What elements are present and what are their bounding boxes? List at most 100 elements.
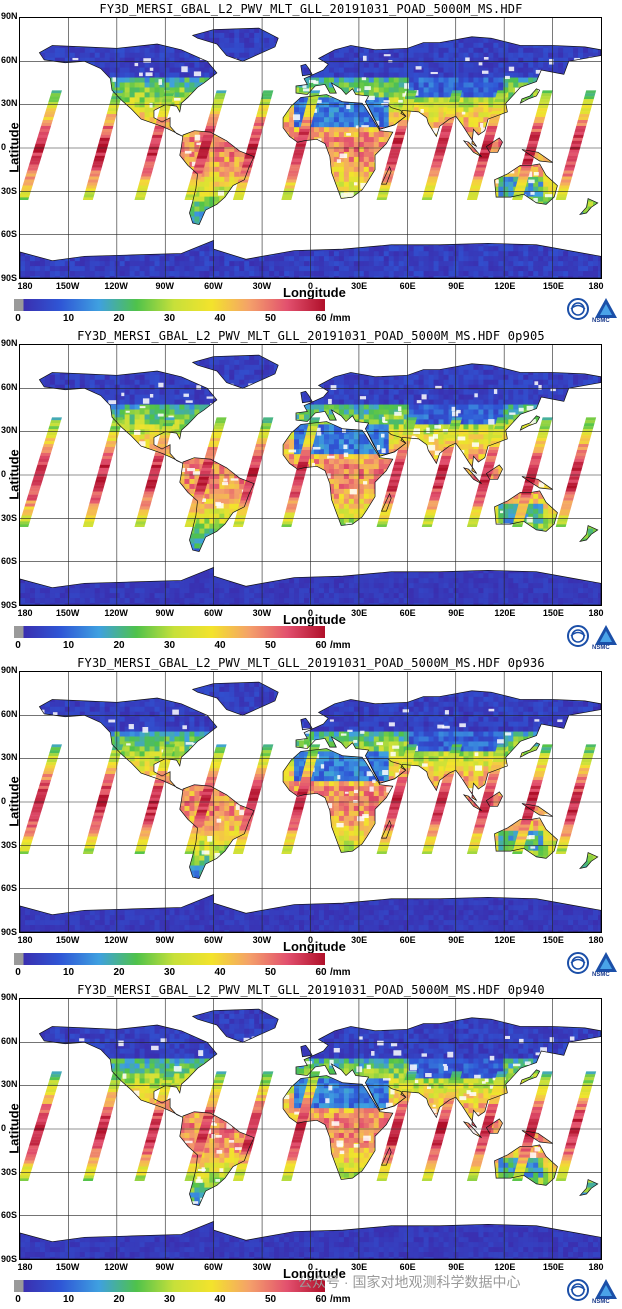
lat-tick-label: 30S bbox=[1, 840, 17, 850]
nsmc-logo-icon bbox=[594, 1278, 618, 1302]
swath-strip bbox=[555, 744, 597, 854]
y-axis-title: Latitude bbox=[7, 772, 22, 832]
cma-logo-icon bbox=[566, 297, 590, 321]
colorbar-tick-label: 60 bbox=[315, 640, 326, 651]
map-panel: FY3D_MERSI_GBAL_L2_PWV_MLT_GLL_20191031_… bbox=[0, 327, 622, 654]
lon-tick-label: 150W bbox=[56, 608, 80, 618]
watermark: 公众号 · 国家对地观测科学数据中心 bbox=[298, 1272, 520, 1292]
x-axis-title: Longitude bbox=[283, 285, 346, 300]
graticule bbox=[20, 345, 601, 605]
lon-tick-label: 60W bbox=[204, 935, 223, 945]
lat-tick-label: 30S bbox=[1, 1167, 17, 1177]
x-axis-title: Longitude bbox=[283, 939, 346, 954]
swath-strip bbox=[20, 417, 63, 527]
colorbar-tick-label: 60 bbox=[315, 313, 326, 324]
lon-tick-label: 180 bbox=[17, 1262, 32, 1272]
lon-tick-label: 150E bbox=[543, 935, 564, 945]
colorbar-tick-label: 10 bbox=[63, 640, 74, 651]
lat-tick-label: 30S bbox=[1, 513, 17, 523]
lon-tick-label: 60W bbox=[204, 281, 223, 291]
lon-tick-label: 0 bbox=[308, 608, 313, 618]
coastlines bbox=[20, 27, 601, 278]
lon-tick-label: 180 bbox=[588, 608, 603, 618]
lon-tick-label: 30W bbox=[253, 281, 272, 291]
lon-tick-label: 180 bbox=[588, 281, 603, 291]
graticule bbox=[20, 999, 601, 1259]
colorbar-tick-label: 30 bbox=[164, 1294, 175, 1305]
x-axis-title: Longitude bbox=[283, 612, 346, 627]
lat-tick-label: 30N bbox=[1, 98, 18, 108]
lon-tick-label: 120E bbox=[494, 281, 515, 291]
map-panel: FY3D_MERSI_GBAL_L2_PWV_MLT_GLL_20191031_… bbox=[0, 981, 622, 1308]
lat-tick-label: 0 bbox=[1, 1123, 6, 1133]
colorbar bbox=[14, 1280, 325, 1292]
colorbar-unit: /mm bbox=[330, 1294, 351, 1305]
nsmc-logo-text: NSMC bbox=[592, 972, 610, 978]
colorbar-unit: /mm bbox=[330, 313, 351, 324]
lon-tick-label: 30W bbox=[253, 608, 272, 618]
map-panel: FY3D_MERSI_GBAL_L2_PWV_MLT_GLL_20191031_… bbox=[0, 0, 622, 327]
nsmc-logo-text: NSMC bbox=[592, 645, 610, 651]
lat-tick-label: 90S bbox=[1, 600, 17, 610]
colorbar-tick-label: 50 bbox=[265, 1294, 276, 1305]
lon-tick-label: 90W bbox=[155, 1262, 174, 1272]
colorbar-tick-label: 0 bbox=[15, 640, 21, 651]
lon-tick-label: 150E bbox=[543, 281, 564, 291]
lat-tick-label: 30N bbox=[1, 425, 18, 435]
colorbar-tick-label: 30 bbox=[164, 967, 175, 978]
colorbar-tick-label: 20 bbox=[113, 1294, 124, 1305]
swath-strip bbox=[20, 90, 63, 200]
map-canvas bbox=[20, 345, 601, 605]
y-axis-title: Latitude bbox=[7, 445, 22, 505]
coastlines bbox=[20, 681, 601, 932]
pwv-map bbox=[19, 17, 602, 279]
lon-tick-label: 150W bbox=[56, 281, 80, 291]
lat-tick-label: 90N bbox=[1, 665, 18, 675]
lon-tick-label: 60W bbox=[204, 608, 223, 618]
colorbar-tick-label: 20 bbox=[113, 967, 124, 978]
lat-tick-label: 0 bbox=[1, 469, 6, 479]
lat-tick-label: 30S bbox=[1, 186, 17, 196]
lon-tick-label: 90W bbox=[155, 608, 174, 618]
lat-tick-label: 60S bbox=[1, 1210, 17, 1220]
lon-tick-label: 180 bbox=[17, 935, 32, 945]
lat-tick-label: 0 bbox=[1, 142, 6, 152]
lon-tick-label: 120E bbox=[494, 1262, 515, 1272]
map-canvas bbox=[20, 18, 601, 278]
lon-tick-label: 150E bbox=[543, 1262, 564, 1272]
lon-tick-label: 180 bbox=[17, 608, 32, 618]
lon-tick-label: 180 bbox=[17, 281, 32, 291]
lon-tick-label: 90W bbox=[155, 281, 174, 291]
cma-logo-icon bbox=[566, 1278, 590, 1302]
panel-title: FY3D_MERSI_GBAL_L2_PWV_MLT_GLL_20191031_… bbox=[0, 329, 622, 343]
map-canvas bbox=[20, 999, 601, 1259]
swath-strip bbox=[82, 744, 124, 854]
colorbar-tick-label: 10 bbox=[63, 967, 74, 978]
lon-tick-label: 90W bbox=[155, 935, 174, 945]
lon-tick-label: 30E bbox=[351, 281, 367, 291]
lon-tick-label: 90E bbox=[448, 281, 464, 291]
lat-tick-label: 90S bbox=[1, 927, 17, 937]
lat-tick-label: 60N bbox=[1, 382, 18, 392]
lon-tick-label: 30E bbox=[351, 608, 367, 618]
swath-strip bbox=[555, 417, 597, 527]
colorbar-tick-label: 10 bbox=[63, 1294, 74, 1305]
lat-tick-label: 0 bbox=[1, 796, 6, 806]
lon-tick-label: 150E bbox=[543, 608, 564, 618]
lat-tick-label: 60S bbox=[1, 883, 17, 893]
lon-tick-label: 60E bbox=[400, 608, 416, 618]
x-axis-title: Longitude bbox=[283, 1266, 346, 1281]
lat-tick-label: 60N bbox=[1, 1036, 18, 1046]
lon-tick-label: 90E bbox=[448, 1262, 464, 1272]
colorbar bbox=[14, 953, 325, 965]
colorbar bbox=[14, 299, 325, 311]
lat-tick-label: 90N bbox=[1, 338, 18, 348]
pwv-map bbox=[19, 671, 602, 933]
swath-strip bbox=[82, 417, 124, 527]
lat-tick-label: 90N bbox=[1, 992, 18, 1002]
graticule bbox=[20, 672, 601, 932]
colorbar-tick-label: 0 bbox=[15, 967, 21, 978]
lon-tick-label: 90E bbox=[448, 935, 464, 945]
lon-tick-label: 120W bbox=[104, 281, 128, 291]
swath-strip bbox=[82, 90, 124, 200]
